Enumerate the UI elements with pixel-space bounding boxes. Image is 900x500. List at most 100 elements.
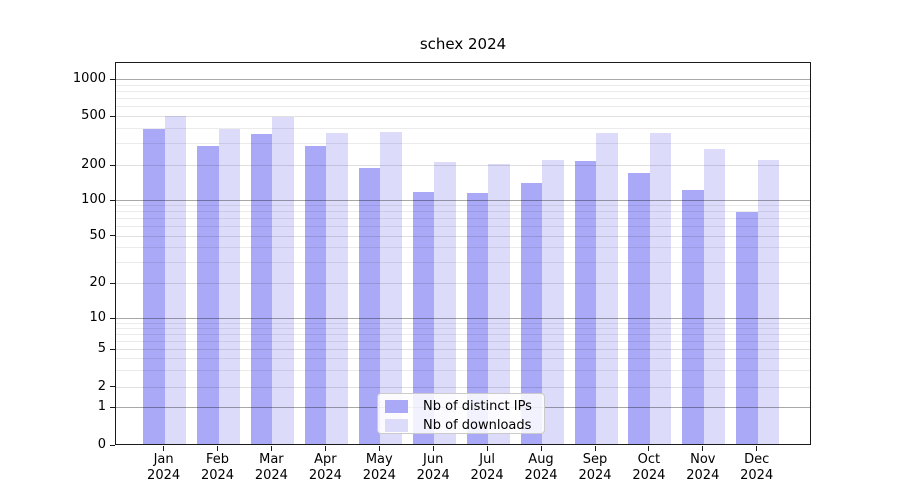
gridline-700 <box>115 98 811 99</box>
gridline-400 <box>115 127 811 129</box>
gridline-3 <box>115 370 811 372</box>
y-tick-mark <box>110 282 115 284</box>
y-tick-label-0: 0 <box>97 437 106 452</box>
x-tick-mark <box>486 445 488 451</box>
y-tick-label-10: 10 <box>89 310 106 326</box>
gridline-100 <box>115 200 811 201</box>
x-tick-label-apr: Apr 2024 <box>308 452 342 483</box>
gridline-600 <box>115 106 811 108</box>
x-tick-label-dec: Dec 2024 <box>740 452 774 483</box>
y-tick-label-20: 20 <box>89 275 106 290</box>
y-tick-mark <box>110 444 115 446</box>
x-tick-mark <box>702 445 704 451</box>
bar-downloads-sep <box>596 132 618 445</box>
gridline-8 <box>115 328 811 330</box>
bar-distinct-ips-oct <box>628 172 650 445</box>
bar-downloads-apr <box>326 132 348 445</box>
x-tick-mark <box>648 445 650 451</box>
gridline-4 <box>115 358 811 360</box>
y-tick-mark <box>110 348 115 350</box>
gridline-800 <box>115 90 811 92</box>
bar-downloads-oct <box>649 133 672 445</box>
y-tick-label-2: 2 <box>97 378 106 394</box>
gridline-40 <box>115 247 811 249</box>
x-tick-label-nov: Nov 2024 <box>686 452 720 483</box>
legend-label-distinct-ips: Nb of distinct IPs <box>423 399 532 414</box>
y-tick-label-1000: 1000 <box>72 71 106 86</box>
bar-distinct-ips-nov <box>682 190 704 445</box>
bar-distinct-ips-aug <box>520 183 542 445</box>
gridline-2 <box>115 386 811 388</box>
x-tick-label-sep: Sep 2024 <box>578 452 612 483</box>
y-tick-label-5: 5 <box>97 341 106 357</box>
x-tick-mark <box>432 445 434 451</box>
bar-distinct-ips-jan <box>143 129 165 445</box>
gridline-5 <box>115 349 811 351</box>
legend: Nb of distinct IPs Nb of downloads <box>377 393 545 434</box>
y-tick-label-500: 500 <box>81 108 106 123</box>
y-tick-mark <box>110 199 115 201</box>
gridline-300 <box>115 143 811 145</box>
bar-distinct-ips-dec <box>736 212 758 445</box>
x-tick-mark <box>756 445 758 451</box>
y-tick-mark <box>110 235 115 236</box>
bar-downloads-nov <box>703 149 726 445</box>
gridline-20 <box>115 283 811 284</box>
y-tick-mark <box>110 115 115 117</box>
y-tick-mark <box>110 164 115 166</box>
gridline-500 <box>115 116 811 117</box>
gridline-70 <box>115 218 811 220</box>
y-tick-mark <box>110 386 115 388</box>
gridline-50 <box>115 235 811 237</box>
legend-label-downloads: Nb of downloads <box>423 418 532 433</box>
legend-swatch-downloads <box>385 419 408 432</box>
y-tick-mark <box>110 317 115 319</box>
x-tick-mark <box>163 445 165 451</box>
gridline-60 <box>115 226 811 228</box>
bar-distinct-ips-may <box>358 167 381 445</box>
x-tick-mark <box>217 445 218 451</box>
bar-downloads-mar <box>272 117 294 445</box>
legend-swatch-distinct-ips <box>385 400 408 413</box>
bar-downloads-feb <box>218 128 240 445</box>
gridline-9 <box>115 323 811 324</box>
gridline-10 <box>115 318 811 320</box>
bar-distinct-ips-sep <box>574 160 596 445</box>
y-tick-mark <box>110 78 115 80</box>
bar-downloads-jun <box>434 162 456 445</box>
x-tick-mark <box>324 445 326 451</box>
bar-distinct-ips-jul <box>466 193 489 445</box>
bar-downloads-aug <box>542 159 564 445</box>
gridline-7 <box>115 334 811 336</box>
bar-downloads-may <box>380 132 402 445</box>
bar-downloads-dec <box>757 160 780 445</box>
x-tick-label-jan: Jan 2024 <box>147 452 181 483</box>
bar-downloads-jan <box>164 115 187 445</box>
x-tick-mark <box>378 445 380 451</box>
x-tick-label-may: May 2024 <box>362 452 396 483</box>
bar-distinct-ips-feb <box>197 145 219 445</box>
gridline-1000 <box>115 79 811 80</box>
bar-distinct-ips-jun <box>412 191 435 445</box>
gridline-200 <box>115 165 811 166</box>
bar-downloads-jul <box>488 164 510 445</box>
legend-row: Nb of distinct IPs <box>385 399 536 414</box>
gridline-6 <box>115 341 811 343</box>
y-tick-mark <box>110 406 115 408</box>
y-tick-label-200: 200 <box>81 157 106 172</box>
x-tick-label-mar: Mar 2024 <box>254 452 288 483</box>
gridline-900 <box>115 84 811 86</box>
gridline-80 <box>115 211 811 213</box>
x-tick-label-feb: Feb 2024 <box>200 452 235 483</box>
gridline-90 <box>115 205 811 207</box>
y-tick-label-100: 100 <box>81 192 106 207</box>
chart-title: schex 2024 <box>419 35 507 53</box>
x-tick-mark <box>270 445 272 451</box>
y-tick-label-1: 1 <box>97 399 106 415</box>
gridline-30 <box>115 262 811 263</box>
x-tick-mark <box>594 445 596 451</box>
legend-row: Nb of downloads <box>385 418 536 433</box>
x-tick-mark <box>540 445 542 451</box>
y-tick-label-50: 50 <box>89 227 106 243</box>
